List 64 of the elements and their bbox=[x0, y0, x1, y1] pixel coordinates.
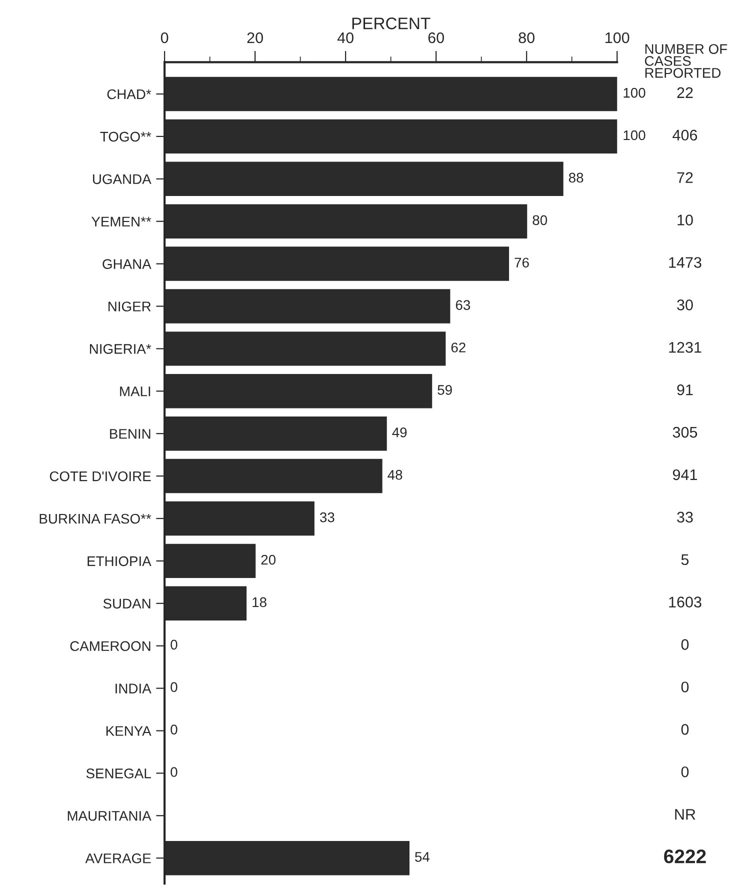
data-label: 76 bbox=[514, 258, 529, 268]
text: 10 bbox=[678, 214, 693, 226]
y-tick-label: COTE D'IVOIRE bbox=[50, 471, 151, 482]
y-tick-label: INDIA bbox=[116, 684, 152, 694]
data-label: 0 bbox=[170, 640, 178, 650]
text: 30 bbox=[677, 300, 693, 310]
data-label: 63 bbox=[456, 300, 470, 310]
x-tick-label: 0 bbox=[160, 32, 168, 44]
y-tick-label: YEMEN** bbox=[91, 216, 152, 226]
y-tick-label: BURKINA FASO** bbox=[40, 514, 152, 524]
text: 941 bbox=[672, 469, 697, 480]
y-tick-label: NIGERIA* bbox=[90, 344, 152, 354]
data-label: 0 bbox=[170, 724, 178, 734]
text: 1473 bbox=[669, 257, 702, 268]
data-label: 54 bbox=[415, 852, 430, 862]
x-tick-label: 40 bbox=[337, 32, 354, 44]
x-tick-label: 20 bbox=[247, 32, 263, 44]
data-label: 0 bbox=[170, 682, 178, 692]
text: 22 bbox=[677, 87, 693, 98]
text: 72 bbox=[677, 172, 693, 183]
y-tick-label: TOGO** bbox=[100, 132, 152, 142]
x-tick-label: 80 bbox=[518, 32, 534, 44]
text: 1603 bbox=[669, 596, 702, 608]
data-label: 48 bbox=[388, 470, 402, 480]
x-tick-label: 60 bbox=[428, 32, 444, 44]
data-label: 20 bbox=[261, 554, 276, 565]
y-tick-label: MAURITANIA bbox=[68, 811, 152, 821]
data-label: 33 bbox=[320, 512, 334, 522]
y-tick-label: UGANDA bbox=[93, 174, 152, 184]
y-tick-label: CHAD* bbox=[107, 89, 152, 100]
y-tick-label: CAMEROON bbox=[70, 641, 150, 652]
y-tick-label: NIGER bbox=[108, 302, 151, 312]
y-tick-label: GHANA bbox=[102, 259, 152, 269]
y-tick-label: BENIN bbox=[110, 429, 150, 439]
y-tick-label: MALI bbox=[120, 386, 150, 396]
y-tick-label: SUDAN bbox=[103, 598, 150, 609]
text: 0 bbox=[681, 766, 689, 778]
y-tick-label: SENEGAL bbox=[86, 768, 151, 778]
data-label: 59 bbox=[438, 385, 452, 395]
text: 91 bbox=[677, 384, 693, 396]
text: 6222 bbox=[664, 850, 706, 864]
data-label: 100 bbox=[624, 130, 646, 140]
text: 33 bbox=[677, 512, 693, 523]
text: 5 bbox=[681, 554, 689, 566]
text: 406 bbox=[672, 130, 698, 141]
x-axis-title: PERCENT bbox=[352, 18, 430, 30]
text: 0 bbox=[681, 724, 689, 735]
x-tick-label: 100 bbox=[606, 32, 630, 44]
y-tick-label: KENYA bbox=[106, 726, 152, 736]
data-label: 49 bbox=[392, 427, 407, 438]
text: 0 bbox=[681, 639, 689, 650]
data-label: 18 bbox=[252, 597, 266, 608]
y-tick-label: ETHIOPIA bbox=[88, 556, 152, 566]
text: NR bbox=[675, 809, 696, 820]
text: 1231 bbox=[669, 342, 702, 353]
data-label: 0 bbox=[170, 767, 178, 777]
data-label: 62 bbox=[451, 342, 466, 352]
text: 305 bbox=[672, 426, 698, 438]
text: 0 bbox=[681, 682, 689, 692]
data-label: 100 bbox=[624, 88, 646, 98]
y-tick-label: AVERAGE bbox=[85, 853, 151, 864]
data-label: 88 bbox=[568, 172, 584, 183]
data-label: 80 bbox=[532, 215, 548, 226]
text: NUMBER OF CASES REPORTED bbox=[644, 44, 728, 78]
